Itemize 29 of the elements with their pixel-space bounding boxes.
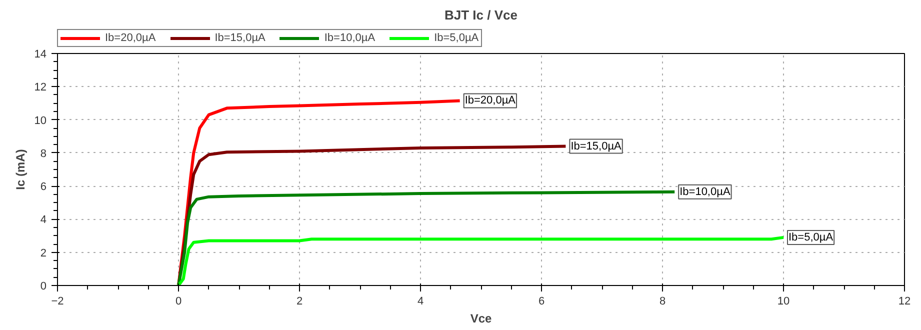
annotation: Ib=10,0µA xyxy=(680,186,731,198)
y-tick-label: 2 xyxy=(40,247,47,260)
line-series xyxy=(177,190,676,286)
annotation: Ib=20,0µA xyxy=(464,94,516,107)
x-tick-label: 12 xyxy=(898,296,911,308)
legend-label: Ib=5,0µA xyxy=(434,32,479,44)
y-tick-label: 8 xyxy=(40,148,47,160)
chart-title: BJT Ic / Vce xyxy=(444,8,518,22)
annotation: Ib=15,0µA xyxy=(570,140,622,152)
y-axis-title: Ic (mA) xyxy=(13,149,28,190)
y-tick-label: 6 xyxy=(40,181,47,194)
y-tick-label: 12 xyxy=(34,82,47,94)
y-tick-label: 0 xyxy=(40,280,47,292)
x-tick-label: 8 xyxy=(659,296,666,308)
legend-label: Ib=20,0µA xyxy=(105,32,156,44)
y-tick-label: 4 xyxy=(40,214,47,226)
x-axis-title: Vce xyxy=(470,312,492,326)
legend-label: Ib=10,0µA xyxy=(324,32,376,44)
x-tick-label: 0 xyxy=(175,296,182,308)
x-tick-label: 4 xyxy=(417,296,424,308)
y-tick-label: 10 xyxy=(34,114,47,127)
legend-label: Ib=15,0µA xyxy=(214,32,266,44)
x-tick-label: 10 xyxy=(777,296,790,308)
line-series xyxy=(177,236,785,286)
y-tick-label: 14 xyxy=(34,48,47,60)
annotation: Ib=5,0µA xyxy=(788,231,834,244)
x-tick-label: 2 xyxy=(296,296,303,308)
x-tick-label: −2 xyxy=(51,296,64,308)
x-tick-label: 6 xyxy=(538,296,545,308)
